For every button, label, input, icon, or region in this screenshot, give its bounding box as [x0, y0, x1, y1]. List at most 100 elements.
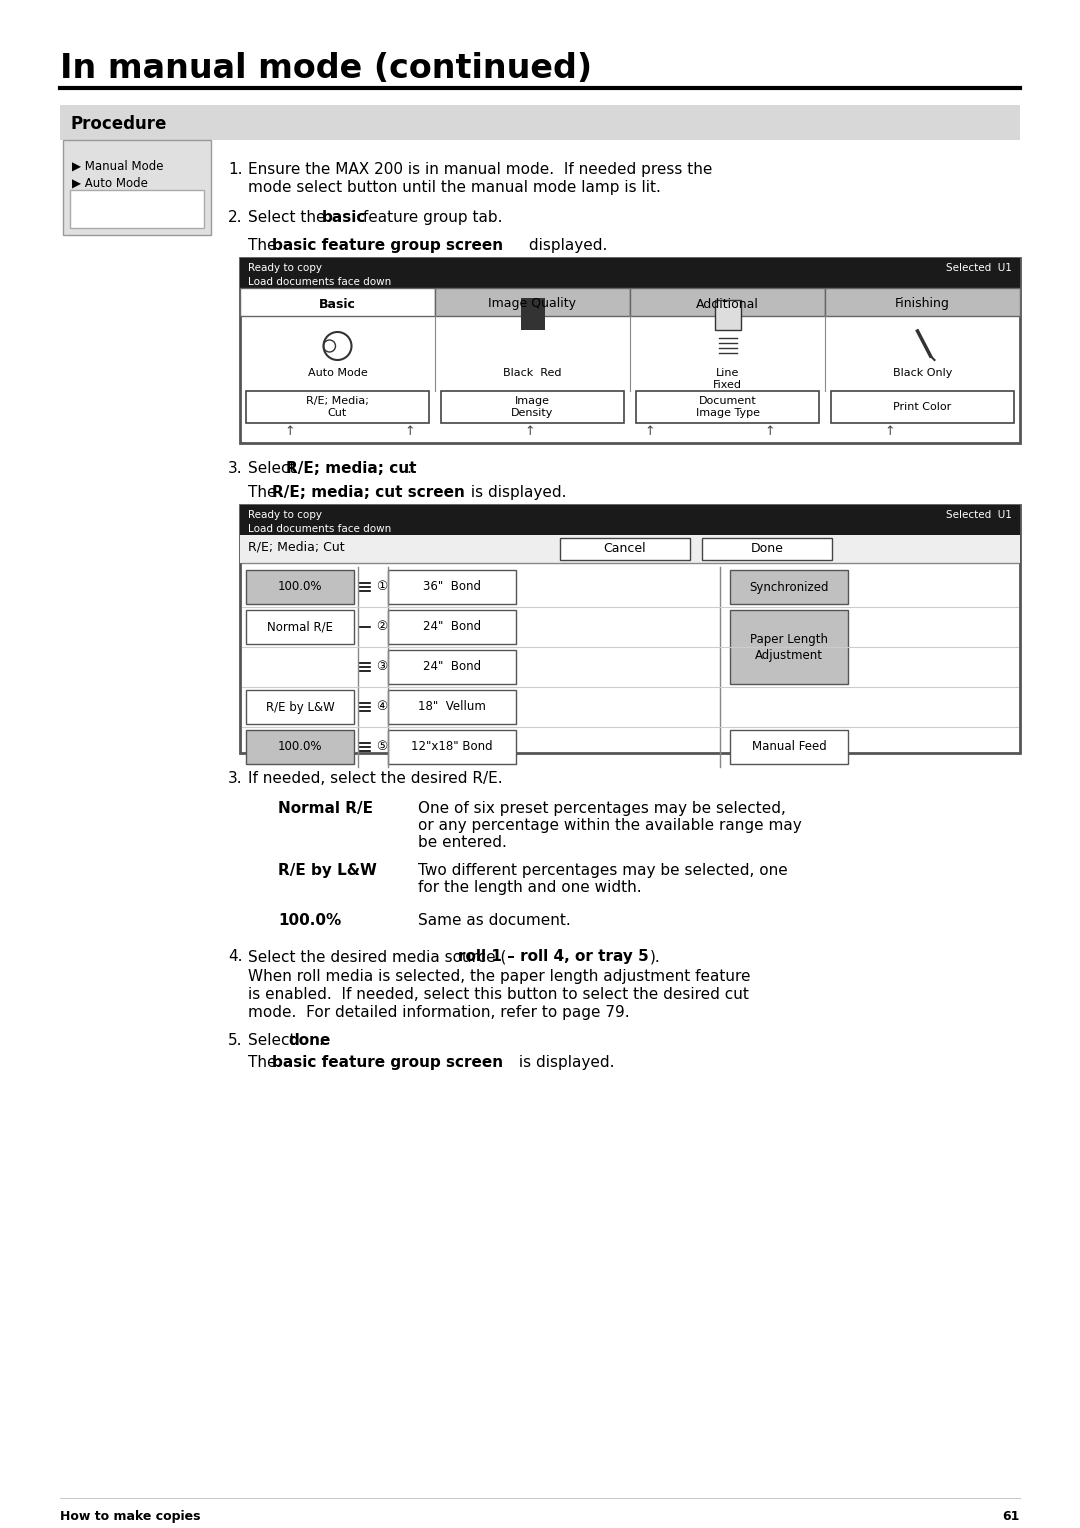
Text: R/E; media; cut screen: R/E; media; cut screen [272, 484, 464, 500]
Bar [63, 141, 211, 235]
Text: Select the desired media source (: Select the desired media source ( [248, 949, 507, 964]
Text: Select: Select [248, 1033, 300, 1048]
Text: 2.: 2. [228, 209, 243, 225]
Text: Image
Density: Image Density [511, 396, 554, 419]
Text: ①: ① [376, 581, 388, 593]
Text: ↑: ↑ [765, 425, 775, 439]
Text: or any percentage within the available range may: or any percentage within the available r… [418, 817, 801, 833]
Text: If needed, select the desired R/E.: If needed, select the desired R/E. [248, 772, 502, 785]
Bar [70, 189, 204, 228]
Bar [630, 287, 825, 316]
Text: roll 1 – roll 4, or tray 5: roll 1 – roll 4, or tray 5 [458, 949, 649, 964]
Bar [730, 610, 848, 685]
Text: basic: basic [322, 209, 366, 225]
Text: ↑: ↑ [405, 425, 415, 439]
Text: Basic: Basic [319, 298, 356, 310]
Bar [246, 570, 354, 604]
Bar [715, 299, 741, 330]
Text: Select: Select [248, 461, 300, 477]
Text: Black  Red: Black Red [503, 368, 562, 377]
Bar [388, 649, 516, 685]
Text: R/E by L&W: R/E by L&W [278, 863, 377, 879]
Text: ③: ③ [376, 660, 388, 674]
Text: 3.: 3. [228, 461, 243, 477]
Text: Manual Feed: Manual Feed [752, 741, 826, 753]
Bar [60, 105, 1020, 141]
Text: ↑: ↑ [645, 425, 656, 439]
Text: 3.: 3. [228, 772, 243, 785]
Bar [240, 504, 1020, 535]
Text: ④: ④ [376, 700, 388, 714]
Text: is enabled.  If needed, select this button to select the desired cut: is enabled. If needed, select this butto… [248, 987, 748, 1002]
Text: Normal R/E: Normal R/E [278, 801, 373, 816]
Text: 100.0%: 100.0% [278, 914, 341, 927]
Text: Select the: Select the [248, 209, 330, 225]
Text: ).: ). [650, 949, 661, 964]
Bar [388, 730, 516, 764]
Text: One of six preset percentages may be selected,: One of six preset percentages may be sel… [418, 801, 786, 816]
Text: mode.  For detailed information, refer to page 79.: mode. For detailed information, refer to… [248, 1005, 630, 1021]
Text: The: The [248, 484, 282, 500]
Text: Additional: Additional [697, 298, 759, 310]
Text: ↑: ↑ [285, 425, 295, 439]
Text: displayed.: displayed. [524, 238, 607, 254]
Text: 1.: 1. [228, 162, 243, 177]
Text: Auto Mode: Auto Mode [308, 368, 367, 377]
Text: is displayed.: is displayed. [465, 484, 567, 500]
Bar [240, 258, 1020, 443]
Bar [730, 570, 848, 604]
Text: 5.: 5. [228, 1033, 243, 1048]
Bar [246, 730, 354, 764]
Bar [240, 504, 1020, 753]
Text: When roll media is selected, the paper length adjustment feature: When roll media is selected, the paper l… [248, 969, 751, 984]
Text: ↑: ↑ [885, 425, 895, 439]
Text: mode select button until the manual mode lamp is lit.: mode select button until the manual mode… [248, 180, 661, 196]
Text: How to make copies: How to make copies [60, 1510, 201, 1523]
Text: 100.0%: 100.0% [278, 581, 322, 593]
Bar [388, 610, 516, 643]
Text: R/E by L&W: R/E by L&W [266, 700, 335, 714]
Bar [730, 730, 848, 764]
Text: Finishing: Finishing [895, 298, 950, 310]
Bar [240, 535, 1020, 562]
Text: Print Color: Print Color [893, 402, 951, 413]
Text: Two different percentages may be selected, one: Two different percentages may be selecte… [418, 863, 787, 879]
Text: Selected  U1: Selected U1 [946, 263, 1012, 274]
Bar [636, 391, 819, 423]
Text: for the length and one width.: for the length and one width. [418, 880, 642, 895]
Text: Synchronized: Synchronized [750, 581, 828, 593]
Bar [561, 538, 690, 559]
Text: basic feature group screen: basic feature group screen [272, 238, 503, 254]
Text: 61: 61 [1002, 1510, 1020, 1523]
Text: Procedure: Procedure [70, 115, 166, 133]
Bar [435, 287, 630, 316]
Text: Cancel: Cancel [604, 542, 646, 556]
Text: Done: Done [751, 542, 783, 556]
Text: Paper Length
Adjustment: Paper Length Adjustment [750, 633, 828, 662]
Text: be entered.: be entered. [418, 834, 507, 850]
Text: ▶ Manual Mode: ▶ Manual Mode [72, 160, 163, 173]
Text: .: . [318, 1033, 323, 1048]
Text: 4.: 4. [228, 949, 243, 964]
Text: The: The [248, 1054, 282, 1070]
Text: 12"x18" Bond: 12"x18" Bond [411, 741, 492, 753]
Bar [240, 287, 435, 316]
Text: R/E; Media;
Cut: R/E; Media; Cut [306, 396, 369, 419]
Text: Black Only: Black Only [893, 368, 953, 377]
Text: ↑: ↑ [525, 425, 536, 439]
Text: is displayed.: is displayed. [514, 1054, 615, 1070]
Bar [246, 691, 354, 724]
Text: ◄►: ◄► [525, 339, 540, 348]
Bar [388, 691, 516, 724]
Text: Line
Fixed: Line Fixed [713, 368, 742, 390]
Bar [246, 610, 354, 643]
Text: Document
Image Type: Document Image Type [696, 396, 759, 419]
Text: .: . [406, 461, 410, 477]
Text: Ready to copy
Load documents face down: Ready to copy Load documents face down [248, 510, 391, 533]
Bar [825, 287, 1020, 316]
Text: In manual mode (continued): In manual mode (continued) [60, 52, 592, 86]
Text: feature group tab.: feature group tab. [357, 209, 502, 225]
Text: 100.0%: 100.0% [278, 741, 322, 753]
Text: The: The [248, 238, 282, 254]
Text: Selected  U1: Selected U1 [946, 510, 1012, 520]
